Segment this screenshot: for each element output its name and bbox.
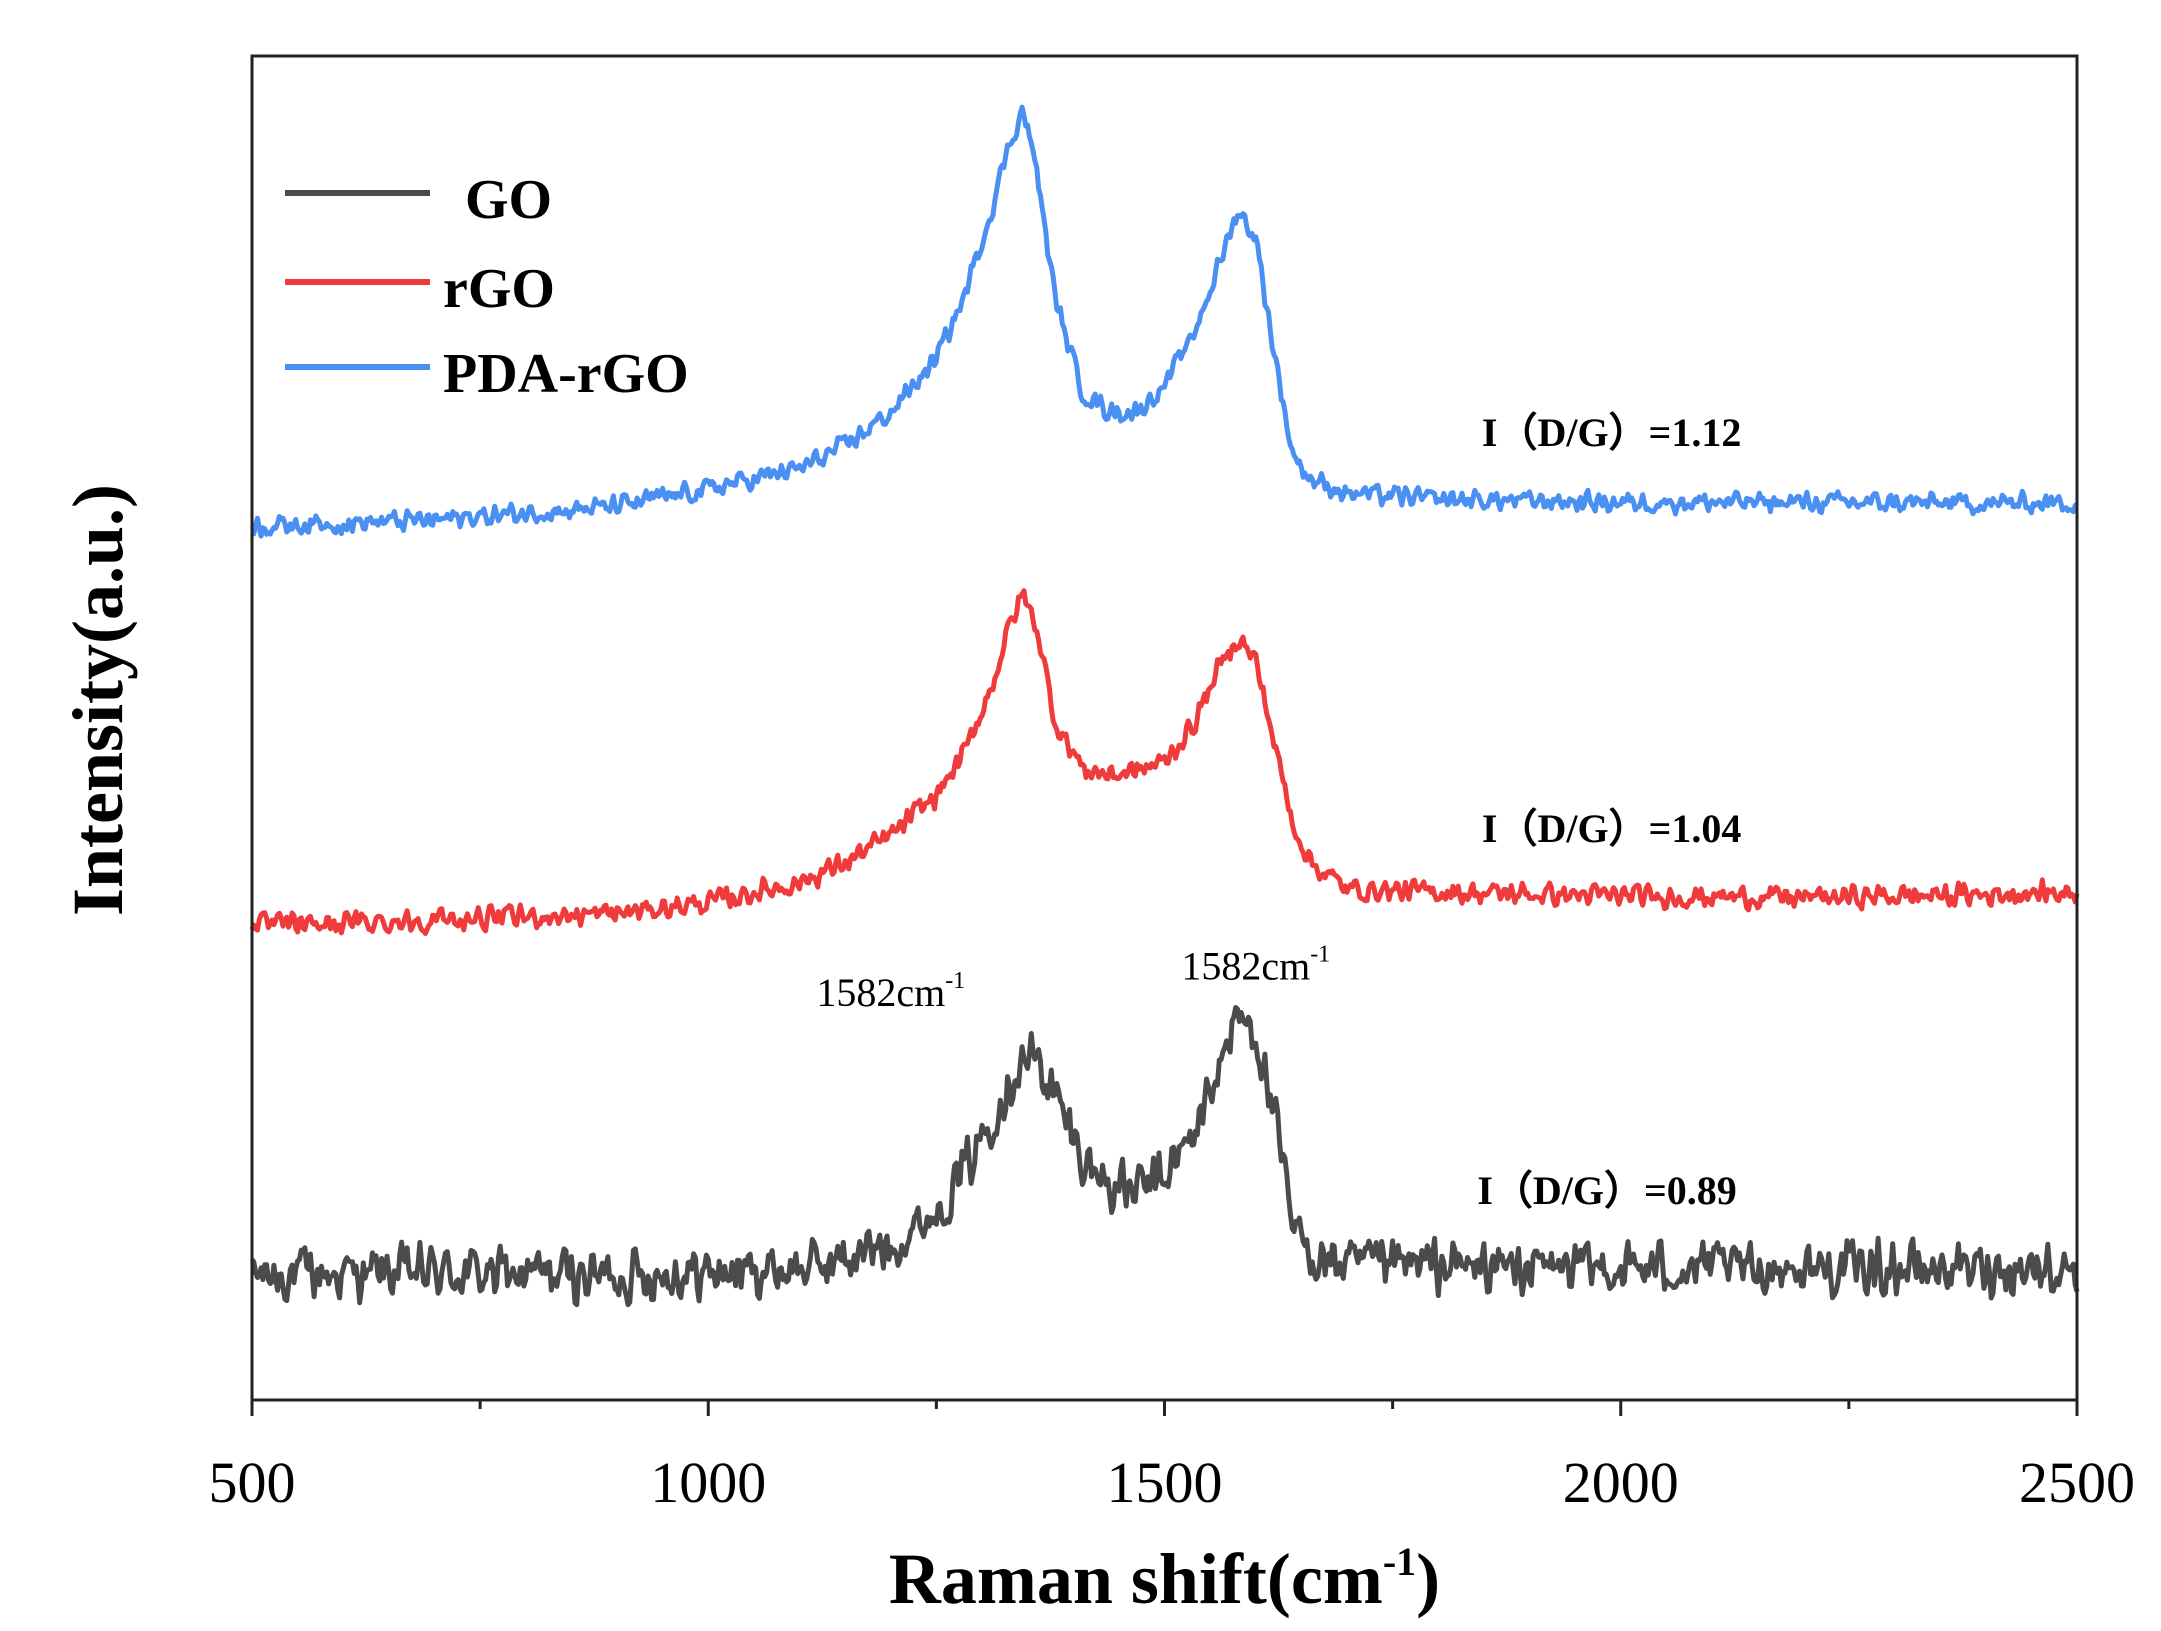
x-tick-label: 500 (209, 1450, 296, 1515)
tick-layer: 500 1000 1500 2000 2500 (209, 1400, 2135, 1515)
x-tick-label: 1000 (650, 1450, 766, 1515)
x-axis-title-close: ) (1416, 1539, 1440, 1619)
legend-label-pda-rgo: PDA-rGO (443, 343, 689, 405)
annotations: I（D/G）=1.12 I（D/G）=1.04 I（D/G）=0.89 1582cm-… (816, 410, 1741, 1213)
series-line-rgo (249, 588, 2080, 936)
series-line-pda-rgo (250, 104, 2079, 539)
ratio-go: I（D/G）=0.89 (1477, 1168, 1736, 1213)
x-axis-title-sup: -1 (1383, 1539, 1416, 1584)
series-line-go (249, 1005, 2080, 1308)
legend-label-go: GO (465, 169, 552, 231)
x-tick-label: 2500 (2019, 1450, 2135, 1515)
legend-label-rgo: rGO (443, 258, 555, 320)
peak-g: 1582cm-1 (1181, 941, 1330, 988)
peak-d: 1582cm-1 (816, 968, 965, 1015)
x-tick-label: 1500 (1107, 1450, 1223, 1515)
x-axis-title: Raman shift(cm-1) (889, 1539, 1440, 1619)
x-tick-label: 2000 (1563, 1450, 1679, 1515)
ratio-rgo: I（D/G）=1.04 (1482, 806, 1741, 851)
y-axis-title: Intensity(a.u.) (58, 484, 138, 916)
ratio-pda-rgo: I（D/G）=1.12 (1482, 410, 1741, 455)
legend: GO rGO PDA-rGO (285, 169, 689, 405)
series-layer (249, 104, 2080, 1308)
x-axis-title-main: Raman shift(cm (889, 1539, 1383, 1619)
